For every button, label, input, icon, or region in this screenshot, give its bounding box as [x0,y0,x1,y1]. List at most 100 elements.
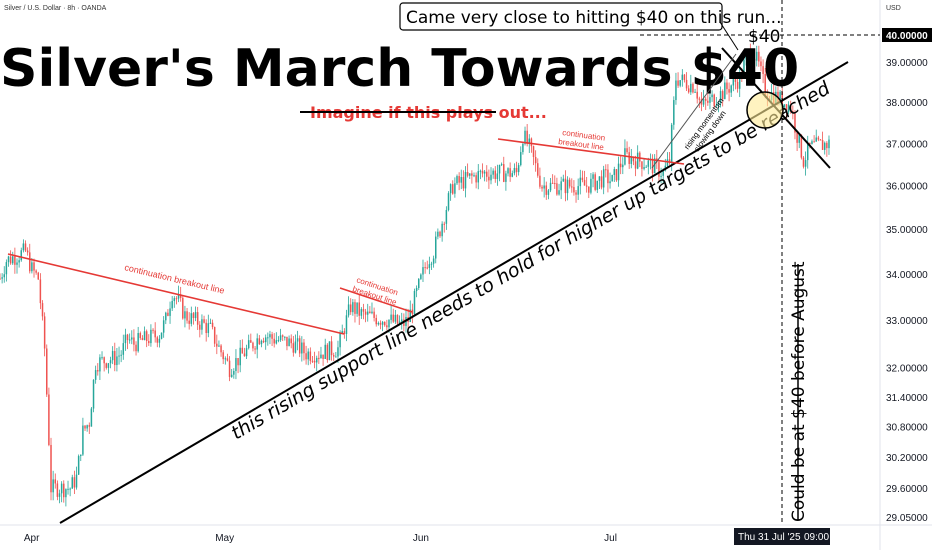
price-tick-label: 32.00000 [886,364,928,375]
candle-up [264,337,267,343]
candle-down [318,357,320,359]
candle-up [111,351,114,361]
candle-up [755,51,758,61]
candle-down [813,141,815,143]
candle-up [592,174,594,179]
candle-up [598,176,601,181]
candle-down [600,176,603,188]
candle-down [14,256,16,265]
candle-down [488,176,490,181]
candle-up [345,315,348,335]
candle-down [541,186,543,189]
candle-down [305,353,307,360]
candle-down [141,338,144,341]
candle-down [443,223,446,225]
month-label: May [215,533,234,544]
candle-up [596,180,599,190]
candle-up [279,335,282,341]
candle-down [167,312,169,316]
candle-up [169,308,171,316]
candle-down [481,170,484,174]
candle-up [464,172,467,189]
candle-down [651,158,654,174]
candle-down [73,477,76,488]
candle-down [211,322,214,328]
candle-up [328,341,331,361]
candle-up [124,334,127,344]
candle-down [628,152,630,164]
candle-down [46,348,48,395]
candle-down [462,177,465,189]
candle-up [473,175,475,177]
candle-up [738,72,741,89]
candle-up [341,331,343,334]
time-axis-labels: Apr May Jun Jul [24,533,617,544]
candle-up [543,185,545,189]
candle-down [764,74,766,96]
candle-down [56,483,59,497]
candle-down [734,78,737,82]
candle-up [7,256,10,263]
candle-down [826,142,828,149]
vertical-note: Could be at $40 before August [789,261,809,522]
candle-up [815,137,817,142]
candle-up [643,167,645,169]
candle-up [239,347,241,366]
candle-up [360,309,363,316]
candle-down [63,483,65,498]
candle-up [647,160,650,167]
candle-down [571,186,573,188]
candle-up [479,170,482,172]
price-tick-label: 36.00000 [886,182,928,193]
candle-down [243,353,246,357]
candle-down [192,313,195,319]
candle-down [273,338,275,344]
candle-down [539,175,541,187]
candle-up [339,333,341,348]
candle-down [494,170,497,179]
candle-down [386,325,388,328]
candle-down [821,140,824,150]
candle-down [573,187,575,193]
candle-up [422,267,424,275]
candle-up [566,179,569,194]
candle-up [288,338,290,347]
candle-down [33,262,35,271]
candle-down [205,322,207,334]
candle-down [452,184,454,194]
candle-up [745,52,747,60]
candle-up [675,80,677,101]
candle-down [698,98,701,100]
candle-down [713,94,715,107]
candle-up [390,314,392,320]
candle-up [398,321,401,324]
candle-down [809,142,811,144]
candle-up [101,357,103,359]
candle-up [690,83,692,93]
candle-up [798,134,800,143]
candle-down [554,183,556,185]
candle-down [226,358,229,361]
candle-down [581,177,584,181]
candle-down [692,83,694,93]
callout-pointer [719,21,739,51]
price-tick-label: 35.00000 [886,225,928,236]
candle-down [39,279,42,304]
price-tick-label: 29.60000 [886,484,928,495]
candle-down [526,130,528,144]
candle-up [388,319,390,328]
candle-up [296,338,299,342]
candle-down [241,347,244,354]
candle-up [69,488,71,490]
candle-up [420,274,422,279]
candle-up [209,322,212,324]
candle-up [517,165,520,173]
candle-down [199,324,201,330]
candle-up [58,493,61,497]
candle-up [613,169,616,175]
candle-up [492,170,494,175]
candle-up [377,322,380,325]
candle-up [636,152,639,169]
candle-up [3,274,6,278]
